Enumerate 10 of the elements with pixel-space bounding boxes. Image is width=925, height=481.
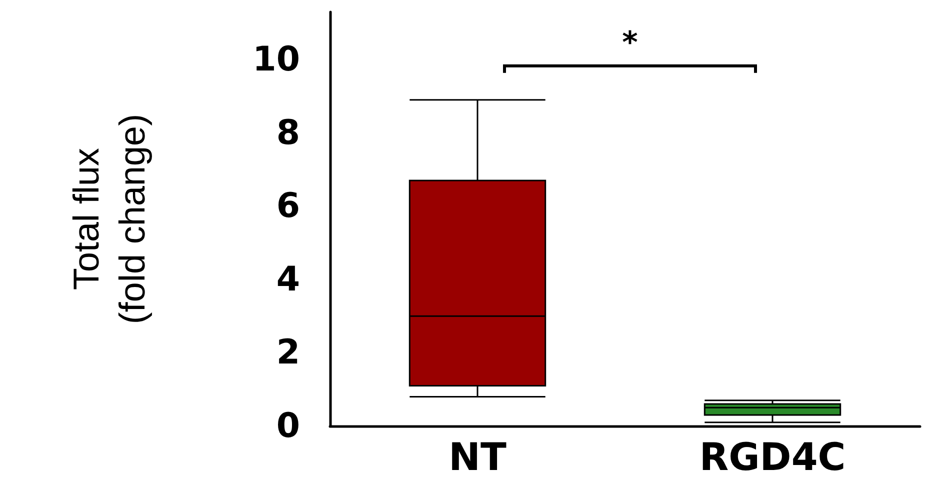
y-tick-label: 2 <box>276 332 300 373</box>
annotation: * <box>622 25 638 60</box>
x-tick-label: RGD4C <box>699 435 846 479</box>
y-tick-label: 6 <box>276 186 300 226</box>
y-tick-label: 0 <box>276 406 300 446</box>
x-tick-label: NT <box>448 435 506 479</box>
y-tick-label: 4 <box>276 259 300 300</box>
y-axis-title: Total flux (fold change) <box>66 114 152 324</box>
y-tick-label: 10 <box>252 40 300 80</box>
y-tick-label: 8 <box>276 112 300 153</box>
